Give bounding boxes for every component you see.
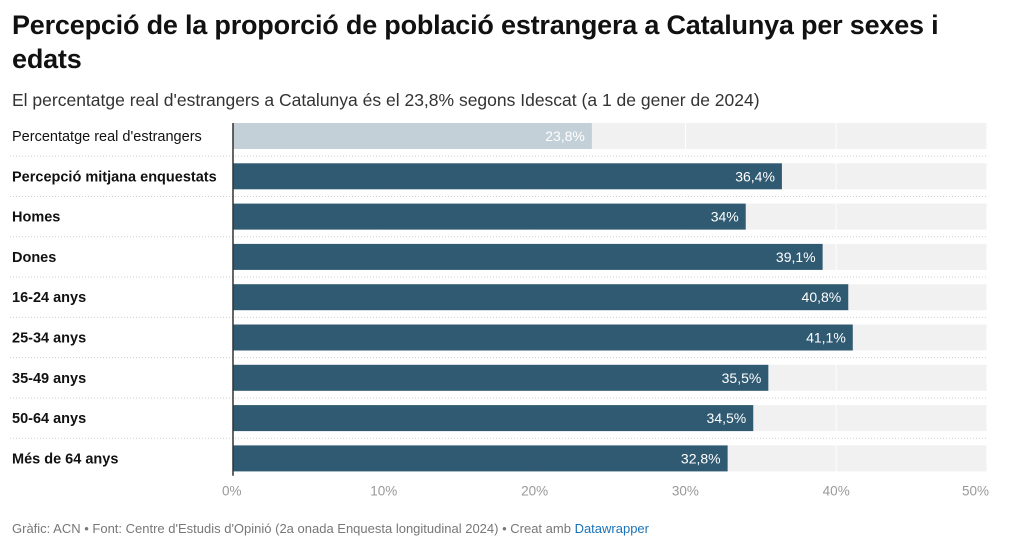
bar	[233, 364, 769, 391]
bar	[233, 203, 746, 230]
x-tick-label: 20%	[521, 484, 548, 499]
category-label: 50-64 anys	[12, 411, 86, 427]
bar-value-label: 34%	[711, 209, 739, 225]
category-label: Més de 64 anys	[12, 451, 118, 467]
category-label: 16-24 anys	[12, 290, 86, 306]
x-tick-label: 40%	[823, 484, 850, 499]
bar-value-label: 41,1%	[806, 330, 846, 346]
x-tick-label: 10%	[370, 484, 397, 499]
bar-value-label: 23,8%	[545, 128, 585, 144]
category-label: Percepció mitjana enquestats	[12, 169, 217, 185]
x-tick-label: 30%	[672, 484, 699, 499]
x-tick-label: 0%	[222, 484, 242, 499]
bar-value-label: 35,5%	[722, 370, 762, 386]
category-label: 35-49 anys	[12, 371, 86, 387]
bar	[233, 445, 728, 472]
chart-footer: Gràfic: ACN • Font: Centre d'Estudis d'O…	[12, 521, 649, 536]
category-label: Homes	[12, 210, 60, 226]
bar	[233, 123, 592, 149]
bar	[233, 243, 823, 270]
bar-value-label: 39,1%	[776, 249, 816, 265]
bar	[233, 405, 754, 432]
chart-subtitle: El percentatge real d'estrangers a Catal…	[12, 90, 760, 110]
bar-chart: Percentatge real d'estrangers 23,8% Percep…	[10, 123, 989, 499]
bar-value-label: 34,5%	[707, 410, 747, 426]
bar-value-label: 40,8%	[802, 289, 842, 305]
footer-credit: Gràfic: ACN • Font: Centre d'Estudis d'O…	[12, 521, 571, 536]
category-label: 25-34 anys	[12, 331, 86, 347]
bar	[233, 324, 853, 351]
bar	[233, 284, 849, 311]
datawrapper-link[interactable]: Datawrapper	[574, 521, 649, 536]
chart-title: Percepció de la proporció de població es…	[12, 10, 939, 74]
bar	[233, 163, 782, 190]
bar-value-label: 32,8%	[681, 450, 721, 466]
bar-value-label: 36,4%	[735, 168, 775, 184]
category-label: Dones	[12, 250, 56, 266]
x-tick-label: 50%	[962, 484, 989, 499]
category-label: Percentatge real d'estrangers	[12, 129, 202, 145]
